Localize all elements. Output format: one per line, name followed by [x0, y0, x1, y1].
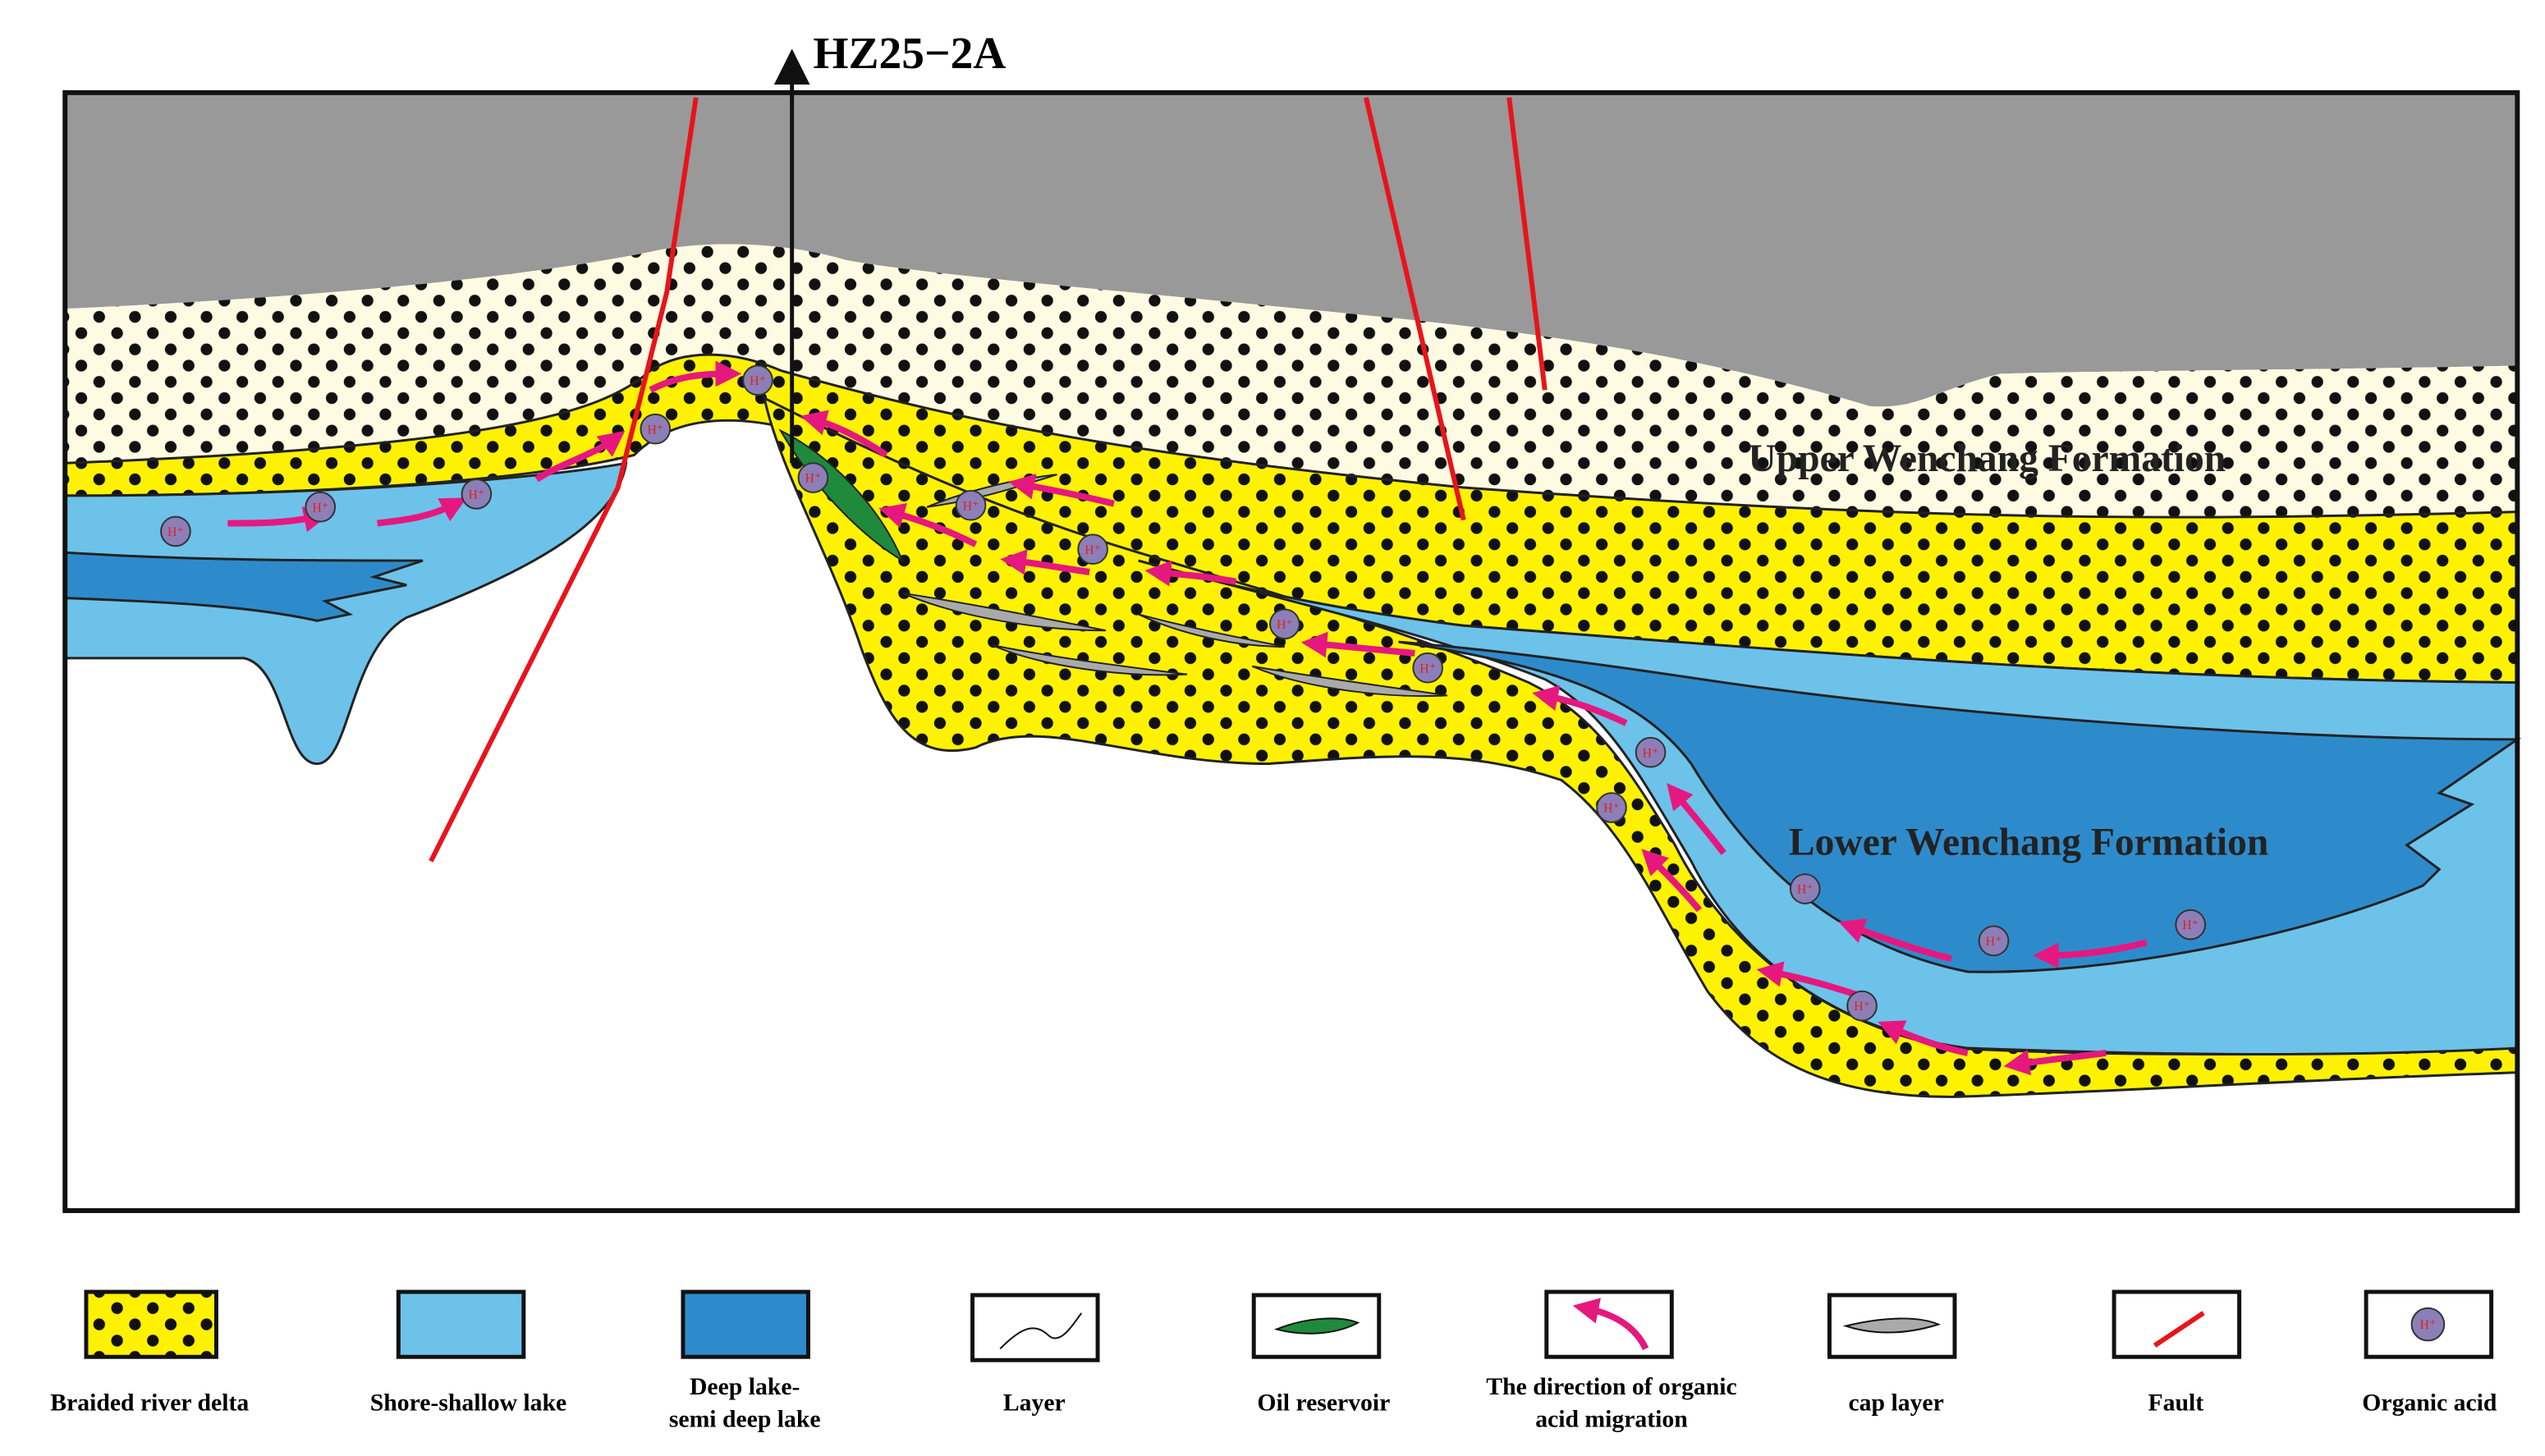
migration-arrows: [227, 360, 2148, 1076]
ion-circle: [640, 413, 672, 445]
deep-lake-left: [63, 551, 424, 622]
legend-label: Shore-shallow lake: [370, 1390, 567, 1417]
legend-label: Deep lake-: [690, 1374, 800, 1400]
legend-ion: H⁺: [2419, 1318, 2436, 1332]
ion-circle: [160, 515, 191, 547]
ion-label: H⁺: [1854, 1000, 1870, 1014]
lower-formation-label: Lower Wenchang Formation: [1789, 821, 2268, 863]
ion-circle: [1978, 925, 2010, 957]
slope-delta: [762, 396, 2519, 1098]
ion-circle: [1789, 873, 1821, 904]
legend-label: Organic acid: [2362, 1390, 2497, 1417]
ion-circle: [461, 478, 493, 510]
legend-label: Fault: [2148, 1390, 2204, 1417]
ion-label: H⁺: [963, 499, 979, 513]
legend-label: Layer: [1003, 1390, 1066, 1417]
ion-label: H⁺: [312, 501, 328, 515]
upper-formation-label: Upper Wenchang Formation: [1748, 437, 2226, 480]
ion-circle: [1635, 736, 1667, 768]
section-frame: [62, 89, 2520, 1214]
ion-label: H⁺: [647, 423, 663, 437]
ion-circle: [1846, 990, 1878, 1022]
ion-label: H⁺: [2182, 918, 2199, 932]
ion-circle: [955, 489, 987, 521]
ion-label: H⁺: [1603, 802, 1620, 816]
legend-label: The direction of organic: [1486, 1374, 1736, 1400]
overburden: [65, 92, 2518, 407]
legend-label: Braided river delta: [50, 1390, 249, 1417]
ion-label: H⁺: [750, 374, 766, 388]
legend: H⁺ Braided river delta Shore-shallow lak…: [50, 1289, 2497, 1432]
ion-label: H⁺: [1797, 883, 1814, 897]
upper-formation: [65, 244, 2518, 518]
ion-label: H⁺: [1277, 618, 1293, 632]
ion-label: H⁺: [1986, 935, 2002, 949]
ion-circle: [1596, 792, 1627, 823]
ion-label: H⁺: [1084, 543, 1101, 557]
organic-acid-ions: H⁺ H⁺ H⁺ H⁺ H⁺ H⁺ H⁺ H⁺ H⁺ H⁺ H⁺ H⁺ H⁺ H⁺ H⁺ H⁺: [160, 364, 2206, 1022]
ion-circle: [797, 462, 829, 493]
ion-label: H⁺: [1643, 746, 1659, 760]
legend-label: semi deep lake: [669, 1406, 821, 1432]
ion-label: H⁺: [1419, 662, 1436, 675]
ion-circle: [1269, 608, 1300, 640]
faults: [429, 97, 1548, 863]
well-marker: [773, 48, 810, 85]
legend-label: Oil reservoir: [1257, 1390, 1390, 1417]
deep-lake-right: [1398, 640, 2522, 973]
ion-circle: [742, 364, 773, 396]
ion-label: H⁺: [468, 488, 484, 502]
legend-label: cap layer: [1849, 1390, 1944, 1417]
ion-circle: [305, 491, 337, 523]
ion-label: H⁺: [167, 525, 184, 539]
ion-label: H⁺: [805, 472, 822, 486]
ion-circle: [2175, 909, 2206, 941]
ion-circle: [1412, 652, 1443, 684]
well-label: HZ25−2A: [813, 28, 1006, 78]
ion-circle: [1077, 533, 1108, 565]
legend-label: acid migration: [1535, 1406, 1688, 1432]
